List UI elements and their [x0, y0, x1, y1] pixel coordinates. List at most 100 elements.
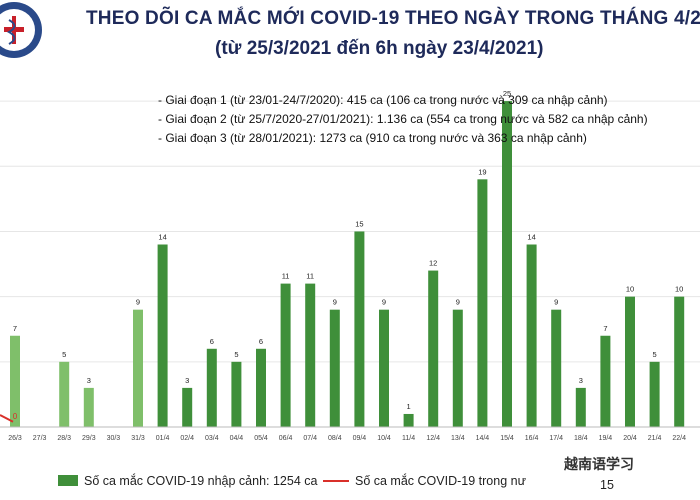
x-tick-label: 19/4	[599, 435, 613, 442]
value-labels: 7 5 3 9 14 3 6 5 6 11 11 9 15 9 1 12 9 19 25 14 9 3 7 10 5 10	[13, 89, 683, 411]
bar	[502, 101, 512, 427]
bars	[10, 101, 685, 427]
bar-value-label: 5	[62, 350, 66, 359]
legend-bars: Số ca mắc COVID-19 nhập cảnh: 1254 ca	[58, 474, 317, 488]
bar	[379, 309, 389, 427]
legend-line-swatch	[323, 480, 349, 482]
x-tick-label: 13/4	[451, 435, 465, 442]
x-tick-label: 21/4	[648, 435, 662, 442]
bar-value-label: 3	[579, 376, 583, 385]
x-tick-label: 08/4	[328, 435, 342, 442]
x-tick-label: 27/3	[33, 435, 47, 442]
bar	[674, 296, 685, 427]
bar	[231, 361, 242, 427]
trend-line	[0, 414, 14, 423]
trend-value-label: 0	[13, 412, 18, 421]
bar-value-label: 3	[87, 376, 91, 385]
bar	[206, 348, 217, 427]
bar	[133, 309, 143, 427]
bar-value-label: 9	[333, 298, 337, 307]
bar	[83, 387, 94, 427]
bar	[59, 361, 70, 427]
bar-value-label: 14	[527, 233, 535, 242]
bar	[551, 309, 562, 427]
x-tick-label: 09/4	[353, 435, 367, 442]
bar	[256, 348, 266, 427]
bar-value-label: 7	[13, 324, 17, 333]
x-tick-label: 16/4	[525, 435, 539, 442]
bar-value-label: 6	[259, 337, 263, 346]
phase-note-2: - Giai đoạn 2 (từ 25/7/2020-27/01/2021):…	[158, 112, 648, 126]
x-tick-label: 20/4	[623, 435, 637, 442]
bar	[157, 244, 168, 427]
bar-value-label: 9	[554, 298, 558, 307]
bar-value-label: 11	[306, 272, 314, 281]
legend-line-label: Số ca mắc COVID-19 trong nư	[355, 474, 526, 488]
x-tick-label: 30/3	[107, 435, 121, 442]
legend-bar-label: Số ca mắc COVID-19 nhập cảnh: 1254 ca	[84, 474, 318, 488]
chart-subtitle: (từ 25/3/2021 đến 6h ngày 23/4/2021)	[215, 38, 544, 59]
bar	[10, 335, 20, 427]
phase-notes: - Giai đoạn 1 (từ 23/01-24/7/2020): 415 …	[158, 91, 648, 148]
x-tick-label: 05/4	[254, 435, 268, 442]
x-tick-label: 22/4	[672, 435, 686, 442]
bar	[575, 387, 586, 427]
bar	[428, 270, 439, 427]
ministry-logo	[0, 2, 42, 58]
x-tick-label: 31/3	[131, 435, 145, 442]
bar-value-label: 6	[210, 337, 214, 346]
bar-value-label: 3	[185, 376, 189, 385]
bar	[649, 361, 660, 427]
x-tick-label: 11/4	[402, 435, 415, 442]
bar-value-label: 1	[407, 402, 411, 411]
x-tick-label: 07/4	[303, 435, 317, 442]
chart-title: THEO DÕI CA MẮC MỚI COVID-19 THEO NGÀY T…	[86, 8, 700, 29]
x-tick-label: 15/4	[500, 435, 514, 442]
x-tick-label: 02/4	[180, 435, 194, 442]
bar-value-label: 5	[653, 350, 657, 359]
x-tick-label: 28/3	[57, 435, 71, 442]
phase-note-1: - Giai đoạn 1 (từ 23/01-24/7/2020): 415 …	[158, 93, 608, 107]
bar	[354, 231, 365, 427]
bar-value-label: 9	[456, 298, 460, 307]
x-tick-label: 17/4	[549, 435, 563, 442]
legend-line-tail: 15	[600, 478, 614, 492]
bar-value-label: 11	[282, 272, 290, 281]
watermark: 越南语学习	[560, 452, 638, 476]
x-tick-label: 12/4	[426, 435, 440, 442]
bar-value-label: 15	[355, 219, 363, 228]
bar-value-label: 7	[603, 324, 607, 333]
legend-bar-swatch	[58, 475, 78, 486]
x-tick-labels: 26/3 27/3 28/3 29/3 30/3 31/3 01/4 02/4 03/4 04/4…	[8, 435, 686, 442]
bar	[600, 335, 611, 427]
bar-value-label: 25	[503, 89, 511, 98]
bar	[625, 296, 635, 427]
bar	[280, 283, 291, 427]
bar-value-label: 5	[234, 350, 238, 359]
bar	[452, 309, 463, 427]
bar-value-label: 9	[136, 298, 140, 307]
bar-value-label: 10	[626, 285, 634, 294]
bar	[305, 283, 316, 427]
x-tick-label: 06/4	[279, 435, 293, 442]
x-tick-label: 29/3	[82, 435, 96, 442]
gridlines	[0, 100, 700, 363]
x-tick-label: 14/4	[476, 435, 490, 442]
bar-value-label: 19	[478, 167, 486, 176]
x-tick-label: 01/4	[156, 435, 170, 442]
bar	[403, 413, 414, 427]
bar-value-label: 9	[382, 298, 386, 307]
x-tick-label: 18/4	[574, 435, 588, 442]
x-tick-label: 26/3	[8, 435, 22, 442]
legend-line: Số ca mắc COVID-19 trong nư	[323, 474, 526, 488]
bar	[477, 179, 488, 427]
bar-value-label: 14	[158, 233, 166, 242]
x-tick-label: 04/4	[230, 435, 244, 442]
bar	[182, 387, 193, 427]
bar	[526, 244, 537, 427]
bar	[329, 309, 340, 427]
bar-value-label: 10	[675, 285, 683, 294]
phase-note-3: - Giai đoạn 3 (từ 28/01/2021): 1273 ca (…	[158, 131, 587, 145]
bar-value-label: 12	[429, 259, 437, 268]
x-tick-label: 03/4	[205, 435, 219, 442]
